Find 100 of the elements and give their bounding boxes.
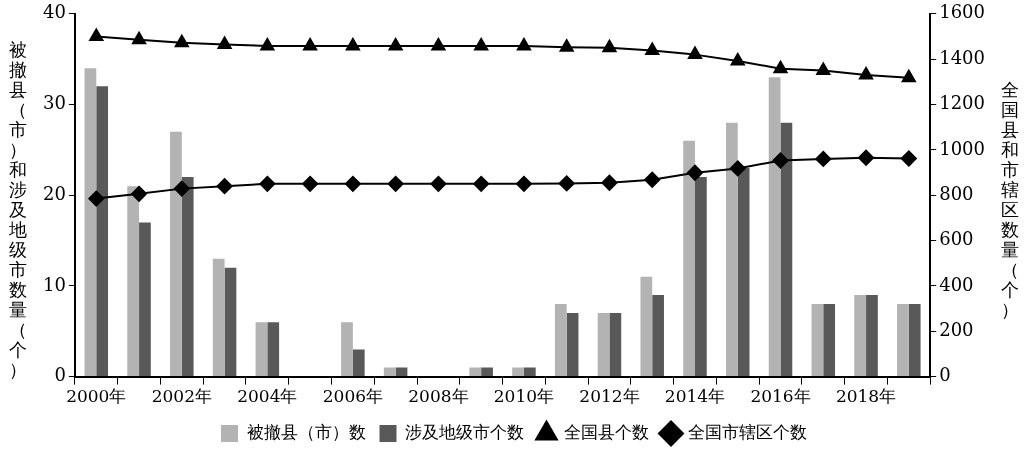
- bar: [609, 313, 622, 377]
- point: [173, 180, 190, 197]
- bar: [652, 294, 664, 377]
- y-tick-label: 30: [43, 92, 66, 114]
- point: [645, 42, 660, 56]
- point: [89, 28, 104, 41]
- bar: [512, 367, 524, 377]
- y-tick-label: 10: [43, 273, 66, 295]
- y2-tick-label: 800: [939, 182, 974, 204]
- y-tick-label: 40: [43, 1, 66, 23]
- y2-tick-label: 400: [939, 273, 974, 295]
- bar: [566, 313, 579, 377]
- point: [474, 38, 489, 51]
- bar: [725, 122, 738, 377]
- point: [901, 69, 916, 83]
- point: [773, 60, 788, 74]
- y2-tick-label: 1000: [939, 137, 985, 159]
- point: [217, 36, 232, 49]
- bar: [181, 177, 194, 377]
- legend-label: 被撤县（市）数: [246, 421, 366, 442]
- bar: [854, 294, 867, 377]
- x-tick-label: 2016年: [750, 386, 811, 407]
- bar: [267, 322, 280, 377]
- point: [815, 150, 832, 167]
- x-tick-label: 2012年: [579, 386, 640, 407]
- point: [174, 34, 189, 48]
- legend-label: 全国县个数: [563, 421, 649, 442]
- bar: [224, 267, 237, 377]
- bar: [640, 276, 653, 377]
- point: [515, 175, 532, 192]
- bar: [127, 186, 140, 377]
- point: [772, 152, 789, 169]
- bar: [866, 294, 878, 377]
- bar: [523, 367, 536, 377]
- bar: [694, 177, 707, 377]
- bar: [341, 322, 353, 377]
- point: [303, 38, 318, 51]
- point: [729, 160, 746, 177]
- bar: [170, 131, 182, 377]
- point: [730, 52, 745, 66]
- bar: [481, 367, 493, 377]
- point: [388, 38, 403, 51]
- bar: [554, 304, 567, 377]
- x-tick-label: 2004年: [237, 386, 298, 407]
- point: [687, 46, 703, 60]
- point: [88, 190, 105, 207]
- bar: [212, 258, 225, 377]
- bar: [768, 77, 781, 377]
- y2-tick-label: 0: [939, 364, 951, 386]
- x-tick-label: 2002年: [151, 386, 212, 407]
- point: [558, 175, 575, 192]
- point: [302, 175, 319, 192]
- point: [858, 67, 874, 80]
- legend-label: 涉及地级市个数: [405, 421, 524, 442]
- y-tick-label: 0: [54, 364, 66, 386]
- bar: [908, 304, 921, 377]
- y-tick-label: 20: [43, 182, 66, 204]
- point: [559, 39, 574, 52]
- point: [644, 171, 661, 188]
- bar: [683, 140, 695, 377]
- bar: [597, 313, 610, 377]
- point: [516, 38, 531, 51]
- text: 全国县和市辖区数量（个）: [1001, 79, 1019, 320]
- point: [260, 38, 275, 51]
- y2-tick-label: 1600: [939, 1, 985, 23]
- bar: [255, 322, 268, 377]
- point: [473, 175, 490, 192]
- x-tick-label: 2000年: [66, 386, 127, 407]
- point: [216, 178, 233, 195]
- bar: [84, 68, 97, 377]
- point: [900, 150, 917, 167]
- legend-label: 全国市辖区个数: [688, 421, 807, 442]
- bar: [96, 86, 109, 377]
- bar: [383, 367, 396, 377]
- point: [345, 38, 360, 51]
- x-tick-label: 2018年: [835, 386, 897, 407]
- point: [259, 175, 276, 192]
- y2-tick-label: 1200: [939, 92, 985, 114]
- bar: [897, 304, 909, 377]
- y2-tick-label: 600: [939, 228, 974, 250]
- y2-tick-label: 1400: [939, 46, 985, 68]
- point: [131, 31, 147, 45]
- x-tick-label: 2010年: [493, 386, 555, 407]
- y2-tick-label: 200: [939, 318, 974, 340]
- bar: [780, 122, 793, 377]
- bar: [811, 304, 824, 377]
- point: [602, 39, 617, 53]
- point: [131, 185, 148, 202]
- point: [601, 174, 618, 191]
- bar: [737, 167, 750, 377]
- bar: [469, 367, 482, 377]
- x-tick-label: 2006年: [322, 386, 384, 407]
- point: [858, 149, 875, 166]
- bar: [823, 304, 836, 377]
- point: [686, 164, 703, 181]
- bar: [352, 349, 365, 377]
- point: [431, 38, 446, 51]
- point: [430, 175, 447, 192]
- point: [344, 175, 361, 192]
- point: [387, 175, 404, 192]
